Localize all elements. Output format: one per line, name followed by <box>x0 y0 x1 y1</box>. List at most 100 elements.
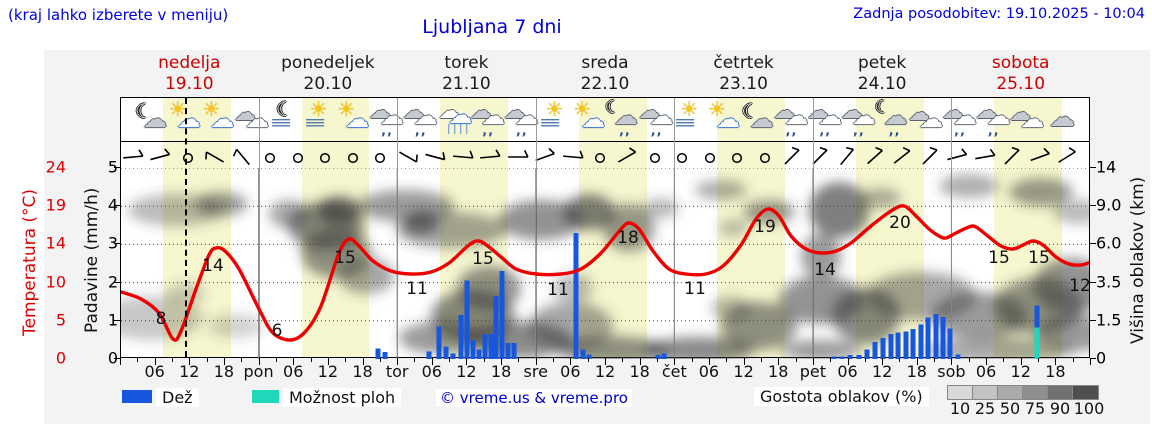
rain-bar <box>458 315 464 359</box>
icon-part-cw: ☁ <box>1020 105 1045 133</box>
wind-calm-icon <box>368 145 392 169</box>
time-tick <box>466 358 468 365</box>
time-tick <box>327 358 329 365</box>
temperature-axis-title: Temperatura (°C) <box>20 188 40 337</box>
copyright-link[interactable]: © vreme.us & vreme.pro <box>436 389 632 407</box>
last-update-text: Zadnja posodobitev: 19.10.2025 - 10:04 <box>853 6 1145 22</box>
icon-part-cg: ☁ <box>638 99 661 124</box>
time-tick <box>622 358 624 362</box>
density-swatch <box>997 385 1024 400</box>
time-label: 18 <box>352 362 373 381</box>
axis-tick <box>1090 358 1096 359</box>
rain-bar <box>586 354 592 359</box>
chart-area: ☾ ☁ ☀ ☁ ☀ ☁ ☁ ☁ ☾ ≡ ☀ ≡ ☀ ☁ ☁ ☁ ‚‚ ☁ ☁ ‚‚ ☁ ☁ ∣∣∣∣ ☁ ☁ ‚‚ ☁ ☁ ‚‚ ☀ ≡ ☀ ☁… <box>120 97 1091 359</box>
time-tick <box>708 358 710 365</box>
icon-part-driz: ‚‚ <box>987 124 1000 139</box>
precip-tick-label: 4 <box>107 195 118 215</box>
rain-bar <box>382 352 388 359</box>
temp-tick-label: 19 <box>45 195 66 215</box>
time-tick <box>241 358 243 362</box>
icon-part-cg: ☁ <box>807 99 830 124</box>
temp-tick-label: 10 <box>45 272 66 292</box>
temp-value-label: 11 <box>684 279 706 299</box>
day-abbr-label: tor <box>385 362 409 381</box>
weather-icon-sun-fog: ☀ ≡ <box>672 99 708 141</box>
time-label: 18 <box>1045 362 1066 381</box>
time-tick <box>691 358 693 362</box>
precip-tick-label: 2 <box>107 272 118 292</box>
wind-barb-icon <box>1000 145 1024 169</box>
icon-part-cw: ☁ <box>245 105 270 133</box>
icon-part-driz: ‚‚ <box>515 124 528 139</box>
time-tick <box>553 358 555 362</box>
temp-value-label: 14 <box>814 260 836 280</box>
temp-tick-label: 5 <box>55 310 66 330</box>
temp-tick-label: 24 <box>45 157 66 177</box>
icon-part-cg: ☁ <box>749 105 774 133</box>
weather-icon-moon-cloud-drizzle: ☾ ☁ ‚‚ <box>605 99 641 141</box>
time-tick <box>830 358 832 362</box>
time-tick <box>656 358 658 362</box>
rain-bar <box>375 348 381 359</box>
icon-part-sun: ☀ <box>309 97 328 121</box>
axis-tick <box>114 319 120 321</box>
temp-value-label: 12 <box>1069 276 1091 296</box>
time-tick <box>1055 358 1057 365</box>
wind-barb-icon <box>396 145 420 169</box>
time-label: 12 <box>317 362 339 381</box>
icon-part-cw: ☁ <box>851 102 876 130</box>
axis-tick <box>1090 281 1096 283</box>
cloud-tick-label: 3.5 <box>1096 272 1122 292</box>
time-tick <box>674 358 676 365</box>
time-tick <box>916 358 918 365</box>
rain-bar <box>426 351 432 359</box>
time-tick <box>535 358 537 365</box>
rain-bar <box>864 349 870 359</box>
time-tick <box>639 358 641 365</box>
time-tick <box>605 358 606 365</box>
rain-bar <box>856 355 862 359</box>
density-swatch <box>947 385 974 400</box>
temp-tick-label: 0 <box>55 348 66 368</box>
time-tick <box>206 358 208 362</box>
temp-value-label: 15 <box>334 248 356 268</box>
rain-bar <box>933 313 939 359</box>
rain-bar <box>499 271 505 359</box>
wind-barb-icon <box>835 145 859 169</box>
day-date: 25.10 <box>996 74 1046 94</box>
icon-part-cb: ☁ <box>345 105 370 133</box>
icon-part-driz: ‚‚ <box>380 124 393 139</box>
weather-icon-cloud: ☁ <box>1043 99 1079 141</box>
icon-part-driz: ‚‚ <box>785 124 798 139</box>
icon-part-cw: ☁ <box>379 102 404 130</box>
day-date: 23.10 <box>719 74 768 94</box>
day-name: nedelja <box>158 53 221 73</box>
rain-bar <box>880 337 886 359</box>
icon-part-sun: ☀ <box>337 97 356 121</box>
icon-part-cw: ☁ <box>514 102 539 130</box>
rain-bar <box>450 353 456 359</box>
icon-part-fog: ≡ <box>538 113 563 133</box>
weather-icon-moon-cloud-drizzle: ☾ ☁ ‚‚ <box>874 99 910 141</box>
rain-legend-label: Dež <box>156 388 199 407</box>
weather-icon-clouds-drizzle: ☁ ☁ ‚‚ <box>773 99 809 141</box>
density-swatch <box>1047 385 1074 400</box>
icon-part-cw: ☁ <box>784 102 809 130</box>
day-name: petek <box>858 53 907 73</box>
icon-part-cw: ☁ <box>986 102 1011 130</box>
time-tick <box>223 358 225 365</box>
icon-part-fog: ≡ <box>302 113 327 133</box>
time-tick <box>189 358 191 365</box>
rain-bar <box>918 324 924 359</box>
time-label: 12 <box>179 362 200 381</box>
rain-bar <box>488 334 494 359</box>
icon-part-cg: ☁ <box>368 99 391 124</box>
icon-part-moon: ☾ <box>135 99 153 123</box>
icon-part-sun: ☀ <box>680 97 699 121</box>
time-tick <box>968 358 970 362</box>
rain-bar <box>903 331 909 359</box>
day-label: četrtek 23.10 <box>674 53 813 95</box>
cloud-tick-label: 14 <box>1096 157 1117 177</box>
time-tick <box>864 358 866 362</box>
showers-bar <box>1034 327 1040 359</box>
